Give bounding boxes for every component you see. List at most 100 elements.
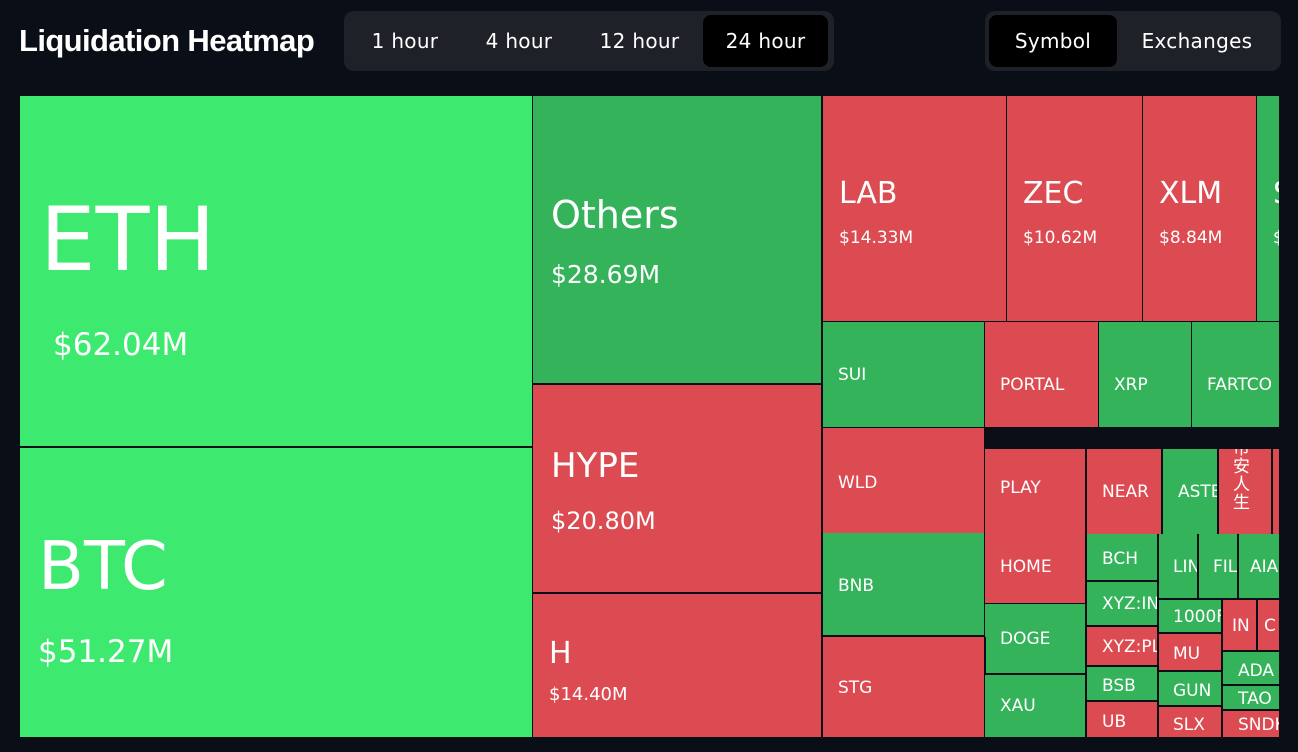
tile-symbol: SLX (1173, 715, 1205, 735)
tile-gun[interactable]: GUN (1159, 672, 1223, 707)
tile-value: $51.27M (38, 634, 174, 670)
tile-ub[interactable]: UB (1087, 702, 1159, 739)
tile-value: $14.33M (839, 228, 914, 248)
tile-s[interactable]: S$ (1257, 96, 1281, 323)
timeframe-selector: 1 hour 4 hour 12 hour 24 hour (344, 11, 834, 71)
view-selector: Symbol Exchanges (985, 11, 1281, 71)
tile-value: $20.80M (551, 507, 656, 535)
tile-tao[interactable]: TAO (1223, 686, 1281, 711)
tile-symbol: NEAR (1102, 482, 1149, 502)
tile-symbol: BCH (1102, 549, 1139, 569)
tile-symbol: XYZ:PL (1102, 637, 1159, 657)
tile-symbol: FARTCO (1207, 375, 1273, 395)
tile-symbol: H (549, 636, 572, 671)
liquidation-treemap: ETH $62.04M BTC $51.27M Others $28.69M HYPE $20… (20, 96, 1281, 739)
tile-symbol: LAB (839, 176, 898, 211)
tile-bnb[interactable]: BNB (823, 533, 986, 637)
tab-12-hour[interactable]: 12 hour (576, 15, 703, 67)
tile-symbol: AIA (1250, 557, 1279, 577)
tile-value: $14.40M (549, 684, 628, 705)
tile-aia[interactable]: AIA (1239, 534, 1281, 600)
tile-symbol: SUI (838, 365, 867, 385)
tile-item-17[interactable]: 币 安 人 生 (1219, 449, 1273, 536)
tile-1000f[interactable]: 1000F (1159, 600, 1223, 634)
tile-value: $ (1273, 230, 1279, 247)
tile-slx[interactable]: SLX (1159, 707, 1223, 739)
tile-xrp[interactable]: XRP (1099, 322, 1193, 429)
tab-1-hour[interactable]: 1 hour (348, 15, 462, 67)
tile-symbol: ETH (40, 188, 216, 291)
tile-symbol: XAU (1000, 696, 1036, 716)
tile-symbol: GUN (1173, 681, 1212, 701)
tab-symbol[interactable]: Symbol (989, 15, 1117, 67)
tile-sndk[interactable]: SNDK (1223, 711, 1281, 739)
tile-lab[interactable]: LAB $14.33M (823, 96, 1008, 323)
tile-bsb[interactable]: BSB (1087, 667, 1159, 702)
tile-symbol: 币 安 人 生 (1233, 449, 1250, 513)
tile-bch[interactable]: BCH (1087, 534, 1159, 582)
tile-symbol: PORTAL (1000, 375, 1065, 395)
tile-symbol: BNB (838, 576, 875, 596)
tile-symbol: TAO (1238, 689, 1272, 709)
tile-ada[interactable]: ADA (1223, 652, 1281, 686)
tile-symbol: PLAY (1000, 478, 1041, 498)
tile-sui[interactable]: SUI (823, 322, 986, 429)
tile-symbol: WLD (838, 473, 878, 493)
tile-symbol: FIL (1213, 557, 1238, 577)
tile-xau[interactable]: XAU (985, 675, 1087, 739)
tile-play[interactable]: PLAY (985, 449, 1087, 531)
tile-xlm[interactable]: XLM $8.84M (1143, 96, 1258, 323)
tile-symbol: XRP (1114, 375, 1148, 395)
tile-symbol: BTC (38, 527, 168, 605)
tile-item-18[interactable] (1273, 449, 1281, 536)
tile-others[interactable]: Others $28.69M (533, 96, 823, 385)
tile-mu[interactable]: MU (1159, 634, 1223, 672)
tile-value: $10.62M (1023, 228, 1098, 248)
tile-symbol: UB (1102, 712, 1127, 732)
tile-btc[interactable]: BTC $51.27M (20, 448, 534, 739)
tile-symbol: LIN (1173, 557, 1199, 577)
tab-exchanges[interactable]: Exchanges (1117, 15, 1277, 67)
tile-xyz-pl[interactable]: XYZ:PL (1087, 627, 1159, 667)
tile-value: $8.84M (1159, 228, 1223, 248)
tile-hype[interactable]: HYPE $20.80M (533, 385, 823, 594)
tile-near[interactable]: NEAR (1087, 449, 1163, 536)
tile-symbol: SNDK (1238, 715, 1281, 735)
tile-doge[interactable]: DOGE (985, 604, 1087, 675)
tile-symbol: BSB (1102, 676, 1136, 696)
tile-symbol: Others (551, 193, 679, 237)
tile-zec[interactable]: ZEC $10.62M (1007, 96, 1144, 323)
tab-4-hour[interactable]: 4 hour (462, 15, 576, 67)
tile-symbol: STG (838, 678, 873, 698)
tile-wld[interactable]: WLD (823, 428, 986, 535)
tab-24-hour[interactable]: 24 hour (703, 15, 828, 67)
tile-symbol: HYPE (551, 446, 640, 486)
tile-symbol: XLM (1159, 176, 1223, 211)
tile-symbol: IN (1232, 616, 1250, 636)
tile-c[interactable]: C (1258, 600, 1281, 652)
tile-value: $28.69M (551, 260, 661, 289)
tile-portal[interactable]: PORTAL (985, 322, 1100, 429)
tile-xyz-in[interactable]: XYZ:IN (1087, 582, 1159, 627)
tile-fartco[interactable]: FARTCO (1192, 322, 1281, 429)
tile-home[interactable]: HOME (985, 529, 1087, 605)
tile-stg[interactable]: STG (823, 637, 986, 739)
tile-symbol: HOME (1000, 557, 1052, 577)
tile-in[interactable]: IN (1223, 600, 1258, 652)
tile-symbol: ZEC (1023, 176, 1084, 211)
page-title: Liquidation Heatmap (19, 23, 315, 58)
tile-symbol: DOGE (1000, 629, 1051, 649)
tile-eth[interactable]: ETH $62.04M (20, 96, 534, 448)
tile-symbol: MU (1173, 644, 1201, 664)
tile-lin[interactable]: LIN (1159, 534, 1199, 600)
tile-symbol: C (1264, 616, 1276, 636)
tile-value: $62.04M (53, 327, 189, 363)
tile-symbol: XYZ:IN (1102, 594, 1159, 614)
tile-symbol: ASTE (1178, 482, 1219, 502)
tile-symbol: ADA (1238, 661, 1275, 681)
tile-symbol: S (1273, 179, 1279, 209)
tile-symbol: 1000F (1173, 607, 1223, 627)
tile-h[interactable]: H $14.40M (533, 594, 823, 739)
tile-fil[interactable]: FIL (1199, 534, 1239, 600)
tile-aste[interactable]: ASTE (1163, 449, 1219, 536)
